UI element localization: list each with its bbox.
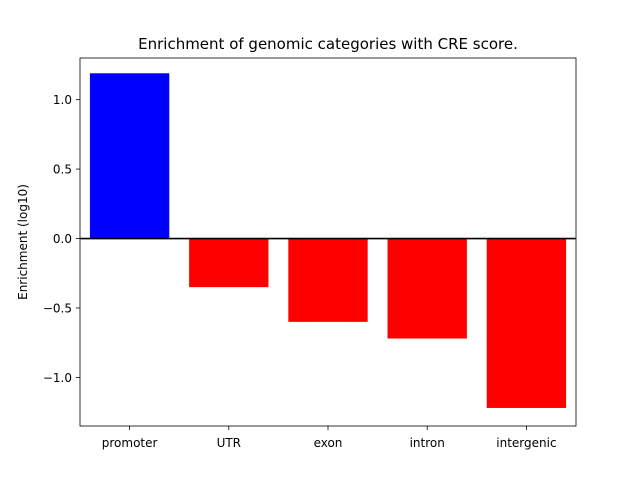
bar-intergenic: [486, 238, 567, 408]
bars-group: [89, 73, 567, 408]
y-tick-label: 1.0: [53, 93, 72, 107]
x-tick-label: UTR: [217, 436, 241, 450]
y-tick-label: −1.0: [43, 371, 72, 385]
bar-intron: [387, 238, 467, 339]
chart-title: Enrichment of genomic categories with CR…: [138, 35, 518, 53]
x-tick-label: exon: [314, 436, 343, 450]
x-tick-label: promoter: [102, 436, 158, 450]
y-tick-label: 0.0: [53, 232, 72, 246]
y-axis-label: Enrichment (log10): [16, 184, 30, 300]
y-tick-label: −0.5: [43, 301, 72, 315]
x-axis-ticks: promoter UTR exon intron intergenic: [102, 426, 557, 450]
bar-exon: [288, 238, 368, 322]
x-tick-label: intergenic: [496, 436, 556, 450]
y-tick-label: 0.5: [53, 163, 72, 177]
bar-promoter: [89, 73, 170, 239]
x-tick-label: intron: [410, 436, 445, 450]
y-axis-ticks: 1.0 0.5 0.0 −0.5 −1.0: [43, 93, 80, 385]
bar-UTR: [189, 238, 269, 288]
